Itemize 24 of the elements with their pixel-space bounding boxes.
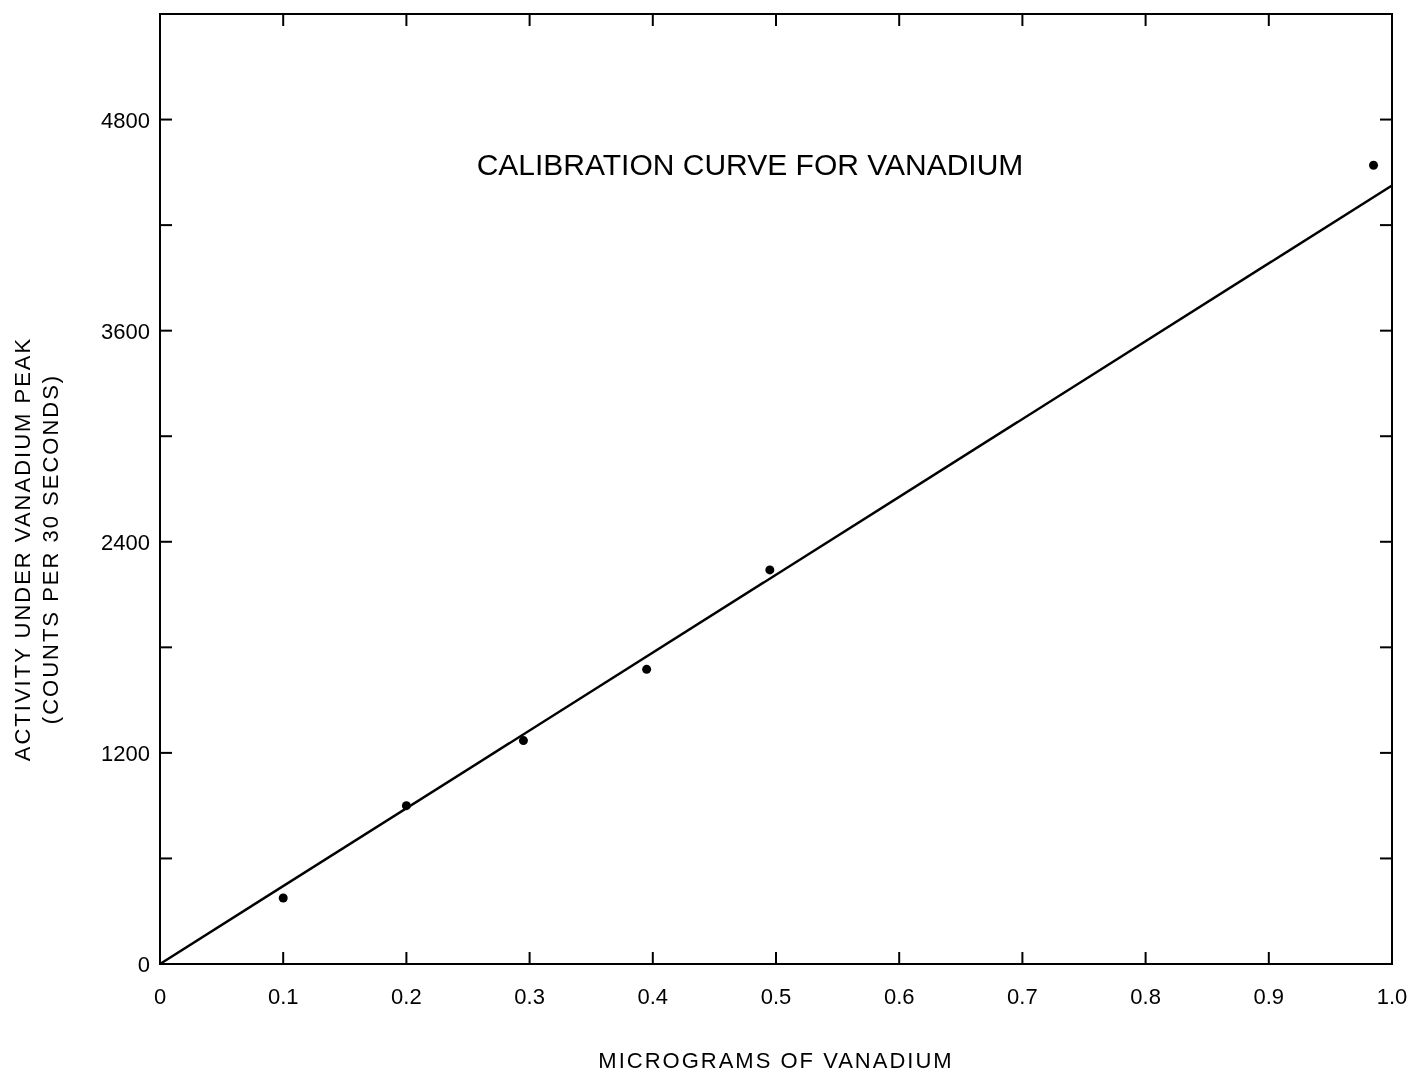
y-tick-label: 2400 (101, 529, 150, 555)
y-tick-label: 1200 (101, 740, 150, 766)
text: CALIBRATION CURVE FOR VANADIUM (476, 148, 1024, 181)
y-tick-label: 0 (137, 952, 150, 977)
point (278, 893, 288, 903)
x-tick-label: 0.4 (637, 984, 669, 1009)
x-tick-label: 0 (153, 984, 167, 1009)
point (518, 736, 528, 746)
y-axis-title: ACTIVITY UNDER VANADIUM PEAK (COUNTS PER 30 SECONDS) (10, 336, 63, 762)
x-tick-label: 0.8 (1130, 984, 1161, 1009)
x-tick-label: 0.3 (514, 984, 545, 1009)
x-tick-label: 0.1 (267, 984, 299, 1009)
point (1369, 160, 1379, 170)
x-tick-label: 0.6 (883, 984, 915, 1009)
x-tick-label: 0.2 (391, 984, 422, 1009)
y-tick-label: 3600 (101, 318, 150, 344)
y-tick-label: 4800 (101, 107, 150, 133)
point (765, 565, 775, 575)
x-tick-label: 1.0 (1376, 984, 1408, 1009)
x-tick-label: 0.7 (1007, 984, 1038, 1009)
x-tick-label: 0.9 (1253, 984, 1285, 1009)
point (642, 664, 652, 674)
x-axis-title: MICROGRAMS OF VANADIUM (598, 1048, 954, 1073)
x-tick-label: 0.5 (760, 984, 792, 1009)
